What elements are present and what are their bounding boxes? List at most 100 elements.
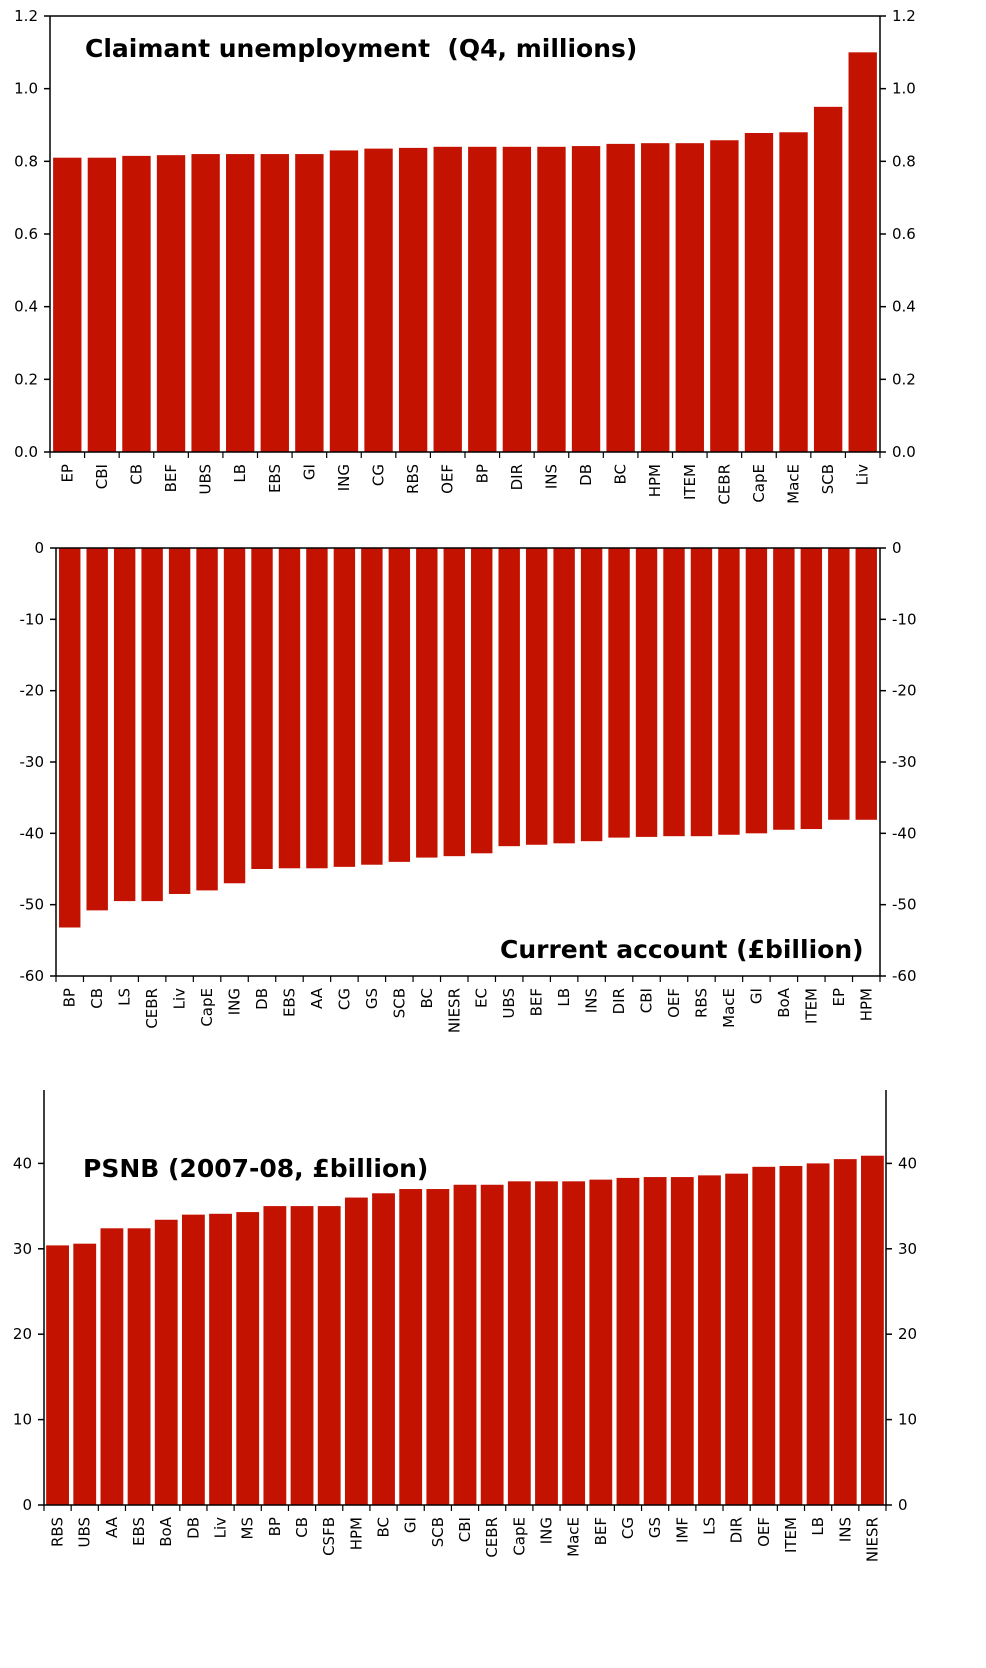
category-label-DB: DB (184, 1517, 202, 1539)
bar-CapE (744, 132, 774, 453)
category-label-CBI: CBI (456, 1517, 474, 1542)
bar-INS (580, 548, 603, 842)
chart2-title: Current account (£billion) (500, 935, 864, 964)
bar-GI (745, 548, 768, 834)
bar-BP (468, 146, 497, 453)
category-label-CapE: CapE (510, 1517, 528, 1556)
category-label-EP: EP (58, 464, 76, 483)
bar-CG (364, 148, 393, 452)
bar-LS (698, 1175, 721, 1505)
bar-AA (100, 1228, 124, 1505)
category-label-CEBR: CEBR (483, 1517, 501, 1558)
chart1-title: Claimant unemployment (Q4, millions) (85, 34, 637, 63)
category-label-OEF: OEF (439, 464, 457, 494)
bar-CB (86, 548, 108, 911)
category-label-HPM: HPM (347, 1517, 365, 1550)
y-tick-label-right: 0.6 (892, 225, 916, 243)
bar-GS (361, 548, 383, 865)
bar-MacE (562, 1181, 586, 1505)
category-label-CEBR: CEBR (715, 464, 733, 505)
category-label-MacE: MacE (565, 1517, 583, 1557)
bar-MacE (718, 548, 740, 835)
category-label-Liv: Liv (171, 988, 189, 1010)
bar-UBS (73, 1243, 97, 1505)
bar-LB (226, 154, 255, 452)
category-label-CB: CB (127, 464, 145, 485)
bar-NIESR (861, 1155, 884, 1505)
category-label-BC: BC (418, 988, 436, 1009)
bar-LB (553, 548, 575, 844)
y-tick-label-left: -40 (20, 824, 45, 842)
category-label-CSFB: CSFB (320, 1517, 338, 1556)
bar-BP (263, 1206, 287, 1505)
bar-SCB (426, 1189, 450, 1505)
category-label-INS: INS (542, 464, 560, 489)
category-label-DIR: DIR (610, 988, 628, 1014)
y-tick-label-left: 0.8 (14, 152, 38, 170)
bar-HPM (641, 143, 670, 453)
bar-GI (399, 1189, 423, 1505)
bar-GS (643, 1177, 667, 1505)
category-label-MacE: MacE (720, 988, 738, 1028)
y-tick-label-right: 0.0 (892, 443, 916, 461)
bar-EBS (127, 1228, 151, 1505)
bar-OEF (663, 548, 685, 837)
bar-BC (416, 548, 438, 858)
category-label-BEF: BEF (592, 1517, 610, 1545)
bar-ITEM (675, 143, 704, 453)
category-label-CG: CG (335, 988, 353, 1010)
category-label-NIESR: NIESR (863, 1517, 881, 1562)
bar-ITEM (800, 548, 823, 830)
y-tick-label-left: 40 (13, 1154, 32, 1172)
category-label-ITEM: ITEM (802, 988, 820, 1024)
category-label-GI: GI (300, 464, 318, 480)
bar-BEF (156, 155, 186, 452)
y-tick-label-right: -50 (892, 896, 917, 914)
bar-BC (606, 143, 635, 452)
y-tick-label-left: 0 (34, 540, 44, 557)
bar-BC (372, 1193, 395, 1505)
y-tick-label-right: 0 (892, 540, 902, 557)
y-tick-label-right: 20 (898, 1325, 917, 1343)
y-tick-label-right: 1.0 (892, 80, 916, 98)
bar-CBI (453, 1184, 477, 1505)
y-tick-label-left: 20 (13, 1325, 32, 1343)
bar-EBS (260, 154, 289, 452)
bar-DB (571, 146, 601, 452)
bar-Liv (168, 548, 191, 894)
bar-LB (806, 1163, 830, 1505)
bar-GI (295, 154, 324, 452)
category-label-RBS: RBS (404, 464, 422, 494)
category-label-SCB: SCB (390, 988, 408, 1018)
bar-ING (223, 548, 246, 884)
y-tick-label-right: -60 (892, 967, 917, 985)
category-label-ING: ING (335, 464, 353, 491)
y-tick-label-left: 1.2 (14, 7, 38, 25)
bar-CSFB (317, 1206, 341, 1505)
bar-HPM (855, 548, 877, 820)
bar-CEBR (141, 548, 163, 902)
category-label-IMF: IMF (673, 1517, 691, 1543)
bar-INS (537, 146, 566, 453)
y-tick-label-left: 0.0 (14, 443, 38, 461)
y-tick-label-left: 0.4 (14, 298, 38, 316)
bar-CEBR (480, 1184, 504, 1505)
category-label-DB: DB (253, 988, 271, 1010)
y-tick-label-right: -40 (892, 824, 917, 842)
bar-CBI (635, 548, 658, 837)
bar-MS (236, 1212, 260, 1505)
bar-DIR (725, 1173, 749, 1505)
bar-EP (828, 548, 850, 820)
bar-CBI (87, 157, 117, 452)
category-label-HPM: HPM (857, 988, 875, 1021)
category-label-ITEM: ITEM (681, 464, 699, 500)
category-label-EP: EP (830, 988, 848, 1007)
bar-SCB (813, 106, 843, 452)
bar-EP (53, 157, 82, 452)
category-label-UBS: UBS (76, 1517, 94, 1548)
bar-EC (471, 548, 493, 854)
bar-DIR (502, 146, 532, 453)
bar-BoA (154, 1219, 178, 1505)
category-label-MacE: MacE (785, 464, 803, 504)
